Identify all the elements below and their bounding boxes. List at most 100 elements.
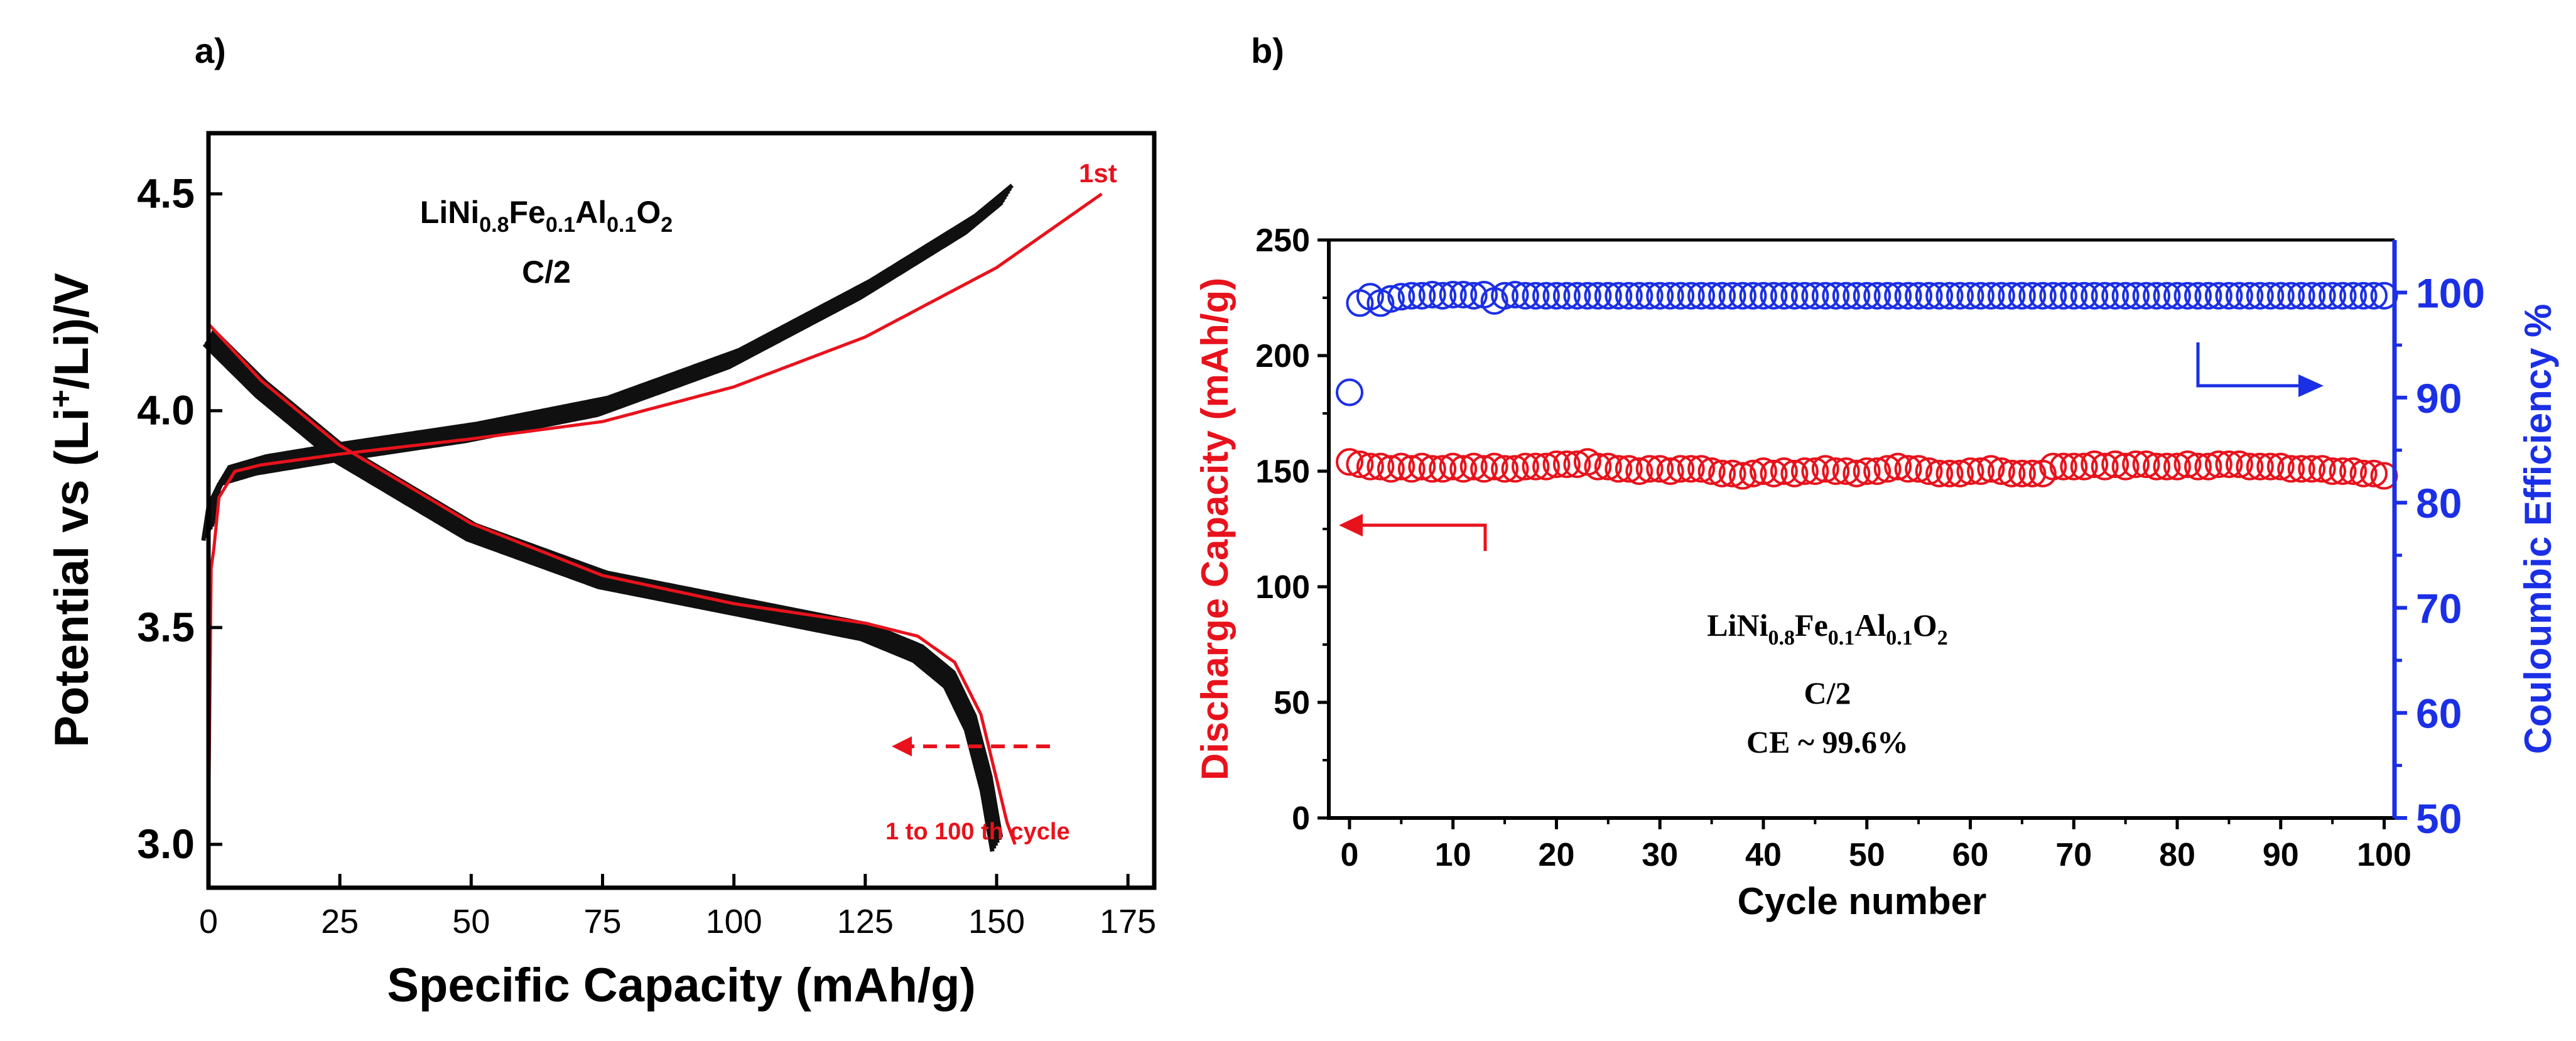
capacity-point	[1811, 455, 1839, 483]
efficiency-point	[1925, 281, 1954, 310]
efficiency-point	[1708, 281, 1736, 310]
capacity-point	[1480, 452, 1508, 481]
capacity-point	[1387, 452, 1415, 481]
capacity-point	[2256, 452, 2285, 481]
efficiency-point	[1512, 281, 1539, 310]
efficiency-point	[1532, 281, 1560, 310]
capacity-point	[1377, 455, 1405, 483]
efficiency-point	[1336, 378, 1363, 406]
efficiency-point	[1780, 281, 1809, 310]
capacity-point	[1935, 459, 1964, 488]
efficiency-point	[1760, 281, 1788, 310]
efficiency-point	[1573, 281, 1601, 310]
capacity-point	[1863, 457, 1891, 485]
y-tick-label: 3.5	[137, 604, 195, 650]
efficiency-point	[1397, 281, 1426, 310]
series-line-cycles-2-100-charge-2	[203, 197, 1005, 538]
capacity-point	[1584, 452, 1612, 481]
capacity-point	[2184, 452, 2212, 481]
arrow-left-icon	[1339, 514, 1363, 537]
formula-b-base-3: O	[1913, 608, 1937, 643]
efficiency-point	[2225, 281, 2253, 310]
capacity-point	[1987, 457, 2015, 485]
y-tick-label: 4.5	[137, 170, 195, 217]
efficiency-point	[1656, 281, 1684, 310]
efficiency-point	[1418, 281, 1446, 308]
efficiency-point	[2008, 281, 2036, 310]
formula-a-sub-0: 0.8	[479, 213, 509, 237]
efficiency-point	[2246, 281, 2274, 310]
efficiency-point	[1635, 281, 1664, 310]
capacity-point	[1832, 457, 1860, 485]
formula-a-sub-2: 0.1	[607, 213, 636, 237]
annotation-cycle-range: 1 to 100 th cycle	[885, 819, 1070, 845]
efficiency-point	[2277, 281, 2305, 310]
capacity-point	[2246, 452, 2274, 481]
capacity-point	[2122, 450, 2150, 478]
efficiency-point	[1491, 281, 1519, 310]
efficiency-point	[2319, 281, 2347, 310]
x-tick-label: 60	[1952, 837, 1989, 873]
efficiency-point	[2236, 281, 2264, 310]
efficiency-point	[2204, 281, 2232, 310]
formula-a-base-0: LiNi	[420, 195, 479, 230]
right-y-tick-label: 80	[2416, 480, 2462, 526]
efficiency-point	[1429, 281, 1457, 310]
left-y-tick-label: 100	[1255, 569, 1310, 606]
capacity-point	[2091, 452, 2119, 481]
efficiency-point	[1605, 281, 1633, 310]
efficiency-point	[2111, 281, 2140, 310]
capacity-point	[1397, 455, 1426, 483]
capacity-point	[2173, 450, 2202, 478]
efficiency-point	[2163, 281, 2191, 310]
capacity-point	[2008, 459, 2036, 488]
formula-b-base-1: Fe	[1795, 608, 1828, 643]
capacity-point	[2236, 452, 2264, 481]
panel-a-plot-frame	[206, 131, 1157, 890]
capacity-point	[2287, 455, 2315, 483]
capacity-point	[1998, 459, 2026, 488]
panel-a-y-label-sup: +	[43, 390, 78, 408]
cycle-direction-arrow	[892, 736, 1050, 756]
efficiency-point	[1615, 281, 1643, 310]
efficiency-point	[2018, 281, 2047, 310]
capacity-point	[1770, 457, 1798, 485]
efficiency-point	[2287, 281, 2315, 310]
efficiency-arrow-line	[2196, 342, 2298, 388]
capacity-point	[1925, 459, 1954, 488]
panel-b-left-y-ticks: 0 50 100 150 200 250	[1255, 222, 1329, 837]
efficiency-point	[1563, 281, 1591, 310]
efficiency-point	[1863, 281, 1891, 310]
efficiency-point	[1542, 281, 1571, 310]
efficiency-point	[1873, 281, 1902, 310]
efficiency-point	[2266, 281, 2295, 310]
efficiency-point	[2184, 281, 2212, 310]
capacity-point	[2204, 450, 2232, 478]
efficiency-point	[2298, 281, 2326, 310]
capacity-point	[1801, 457, 1829, 485]
efficiency-point	[1625, 281, 1653, 310]
efficiency-point	[1790, 281, 1819, 310]
efficiency-point	[1522, 281, 1550, 310]
capacity-point	[1915, 457, 1943, 485]
capacity-point	[1594, 452, 1622, 481]
efficiency-point	[2070, 281, 2098, 310]
panel-a-rate-label: C/2	[522, 254, 571, 290]
capacity-point	[1894, 455, 1922, 483]
capacity-point	[2039, 452, 2067, 481]
efficiency-point	[1935, 281, 1964, 310]
panel-b-x-axis-label: Cycle number	[1738, 880, 1987, 922]
y-tick-label: 4.0	[137, 387, 195, 433]
capacity-point	[1418, 455, 1446, 483]
capacity-point	[2349, 459, 2378, 488]
panel-b-label: b)	[1251, 31, 1284, 70]
efficiency-point	[2060, 281, 2088, 310]
capacity-point	[2194, 452, 2222, 481]
series-line-cycles-2-100-charge-6	[209, 186, 1012, 527]
efficiency-point	[2143, 281, 2171, 310]
series-line-cycles-2-100-charge-3	[204, 195, 1007, 536]
panel-b-rate-label: C/2	[1804, 675, 1851, 711]
right-y-tick-label: 100	[2416, 270, 2485, 317]
efficiency-point	[1377, 285, 1405, 313]
formula-b-base-0: LiNi	[1707, 608, 1768, 643]
